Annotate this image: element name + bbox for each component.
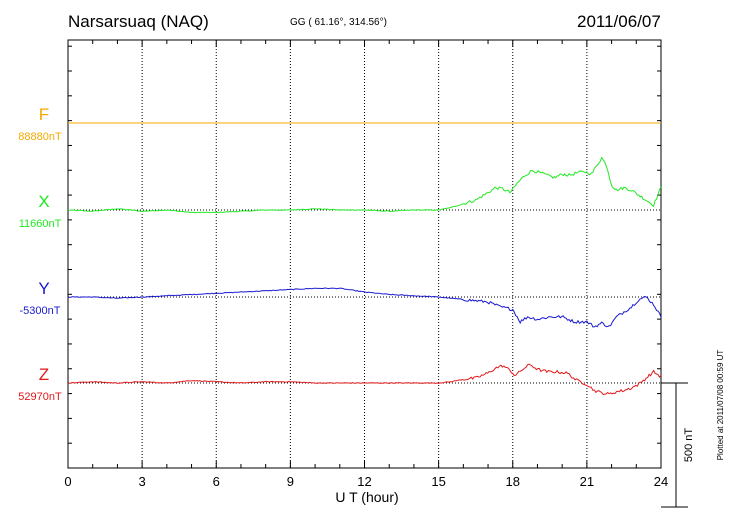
x-tick-label-15: 15: [431, 474, 445, 489]
series-line-x: [67, 156, 662, 214]
station-coordinates: GG ( 61.16°, 314.56°): [290, 17, 387, 28]
x-axis-title: U T (hour): [335, 489, 398, 505]
x-tick-label-24: 24: [654, 474, 668, 489]
series-name-f: F: [39, 105, 49, 124]
x-tick-label-0: 0: [64, 474, 71, 489]
scale-bar-label: 500 nT: [683, 428, 695, 463]
series-baseline-x: 11660nT: [19, 218, 62, 230]
x-tick-label-9: 9: [287, 474, 294, 489]
series-labels: F 88880nT X 11660nT Y -5300nT Z 52970nT: [18, 105, 62, 403]
x-tick-labels: 0 3 6 9 12 15 18 21 24: [64, 474, 668, 489]
series-baseline-y: -5300nT: [20, 305, 61, 317]
chart-title: Narsarsuaq (NAQ): [68, 12, 209, 31]
x-tick-label-12: 12: [357, 474, 371, 489]
series-name-x: X: [38, 192, 49, 211]
grid-lines: [141, 40, 588, 468]
series-baseline-z: 52970nT: [18, 391, 62, 403]
scale-bar: [661, 382, 688, 508]
series-name-z: Z: [39, 365, 49, 384]
series-baseline-f: 88880nT: [18, 131, 62, 143]
plotted-timestamp: Plotted at 2011/07/08 00:59 UT: [716, 350, 725, 461]
x-tick-label-3: 3: [139, 474, 146, 489]
axis-ticks: [67, 40, 662, 469]
series-line-y: [67, 287, 662, 328]
series-line-z: [68, 363, 662, 396]
x-tick-label-21: 21: [580, 474, 594, 489]
chart-date: 2011/06/07: [577, 12, 661, 31]
x-tick-label-18: 18: [506, 474, 520, 489]
series-lines: [67, 122, 662, 396]
x-tick-label-6: 6: [213, 474, 220, 489]
series-name-y: Y: [38, 279, 49, 298]
